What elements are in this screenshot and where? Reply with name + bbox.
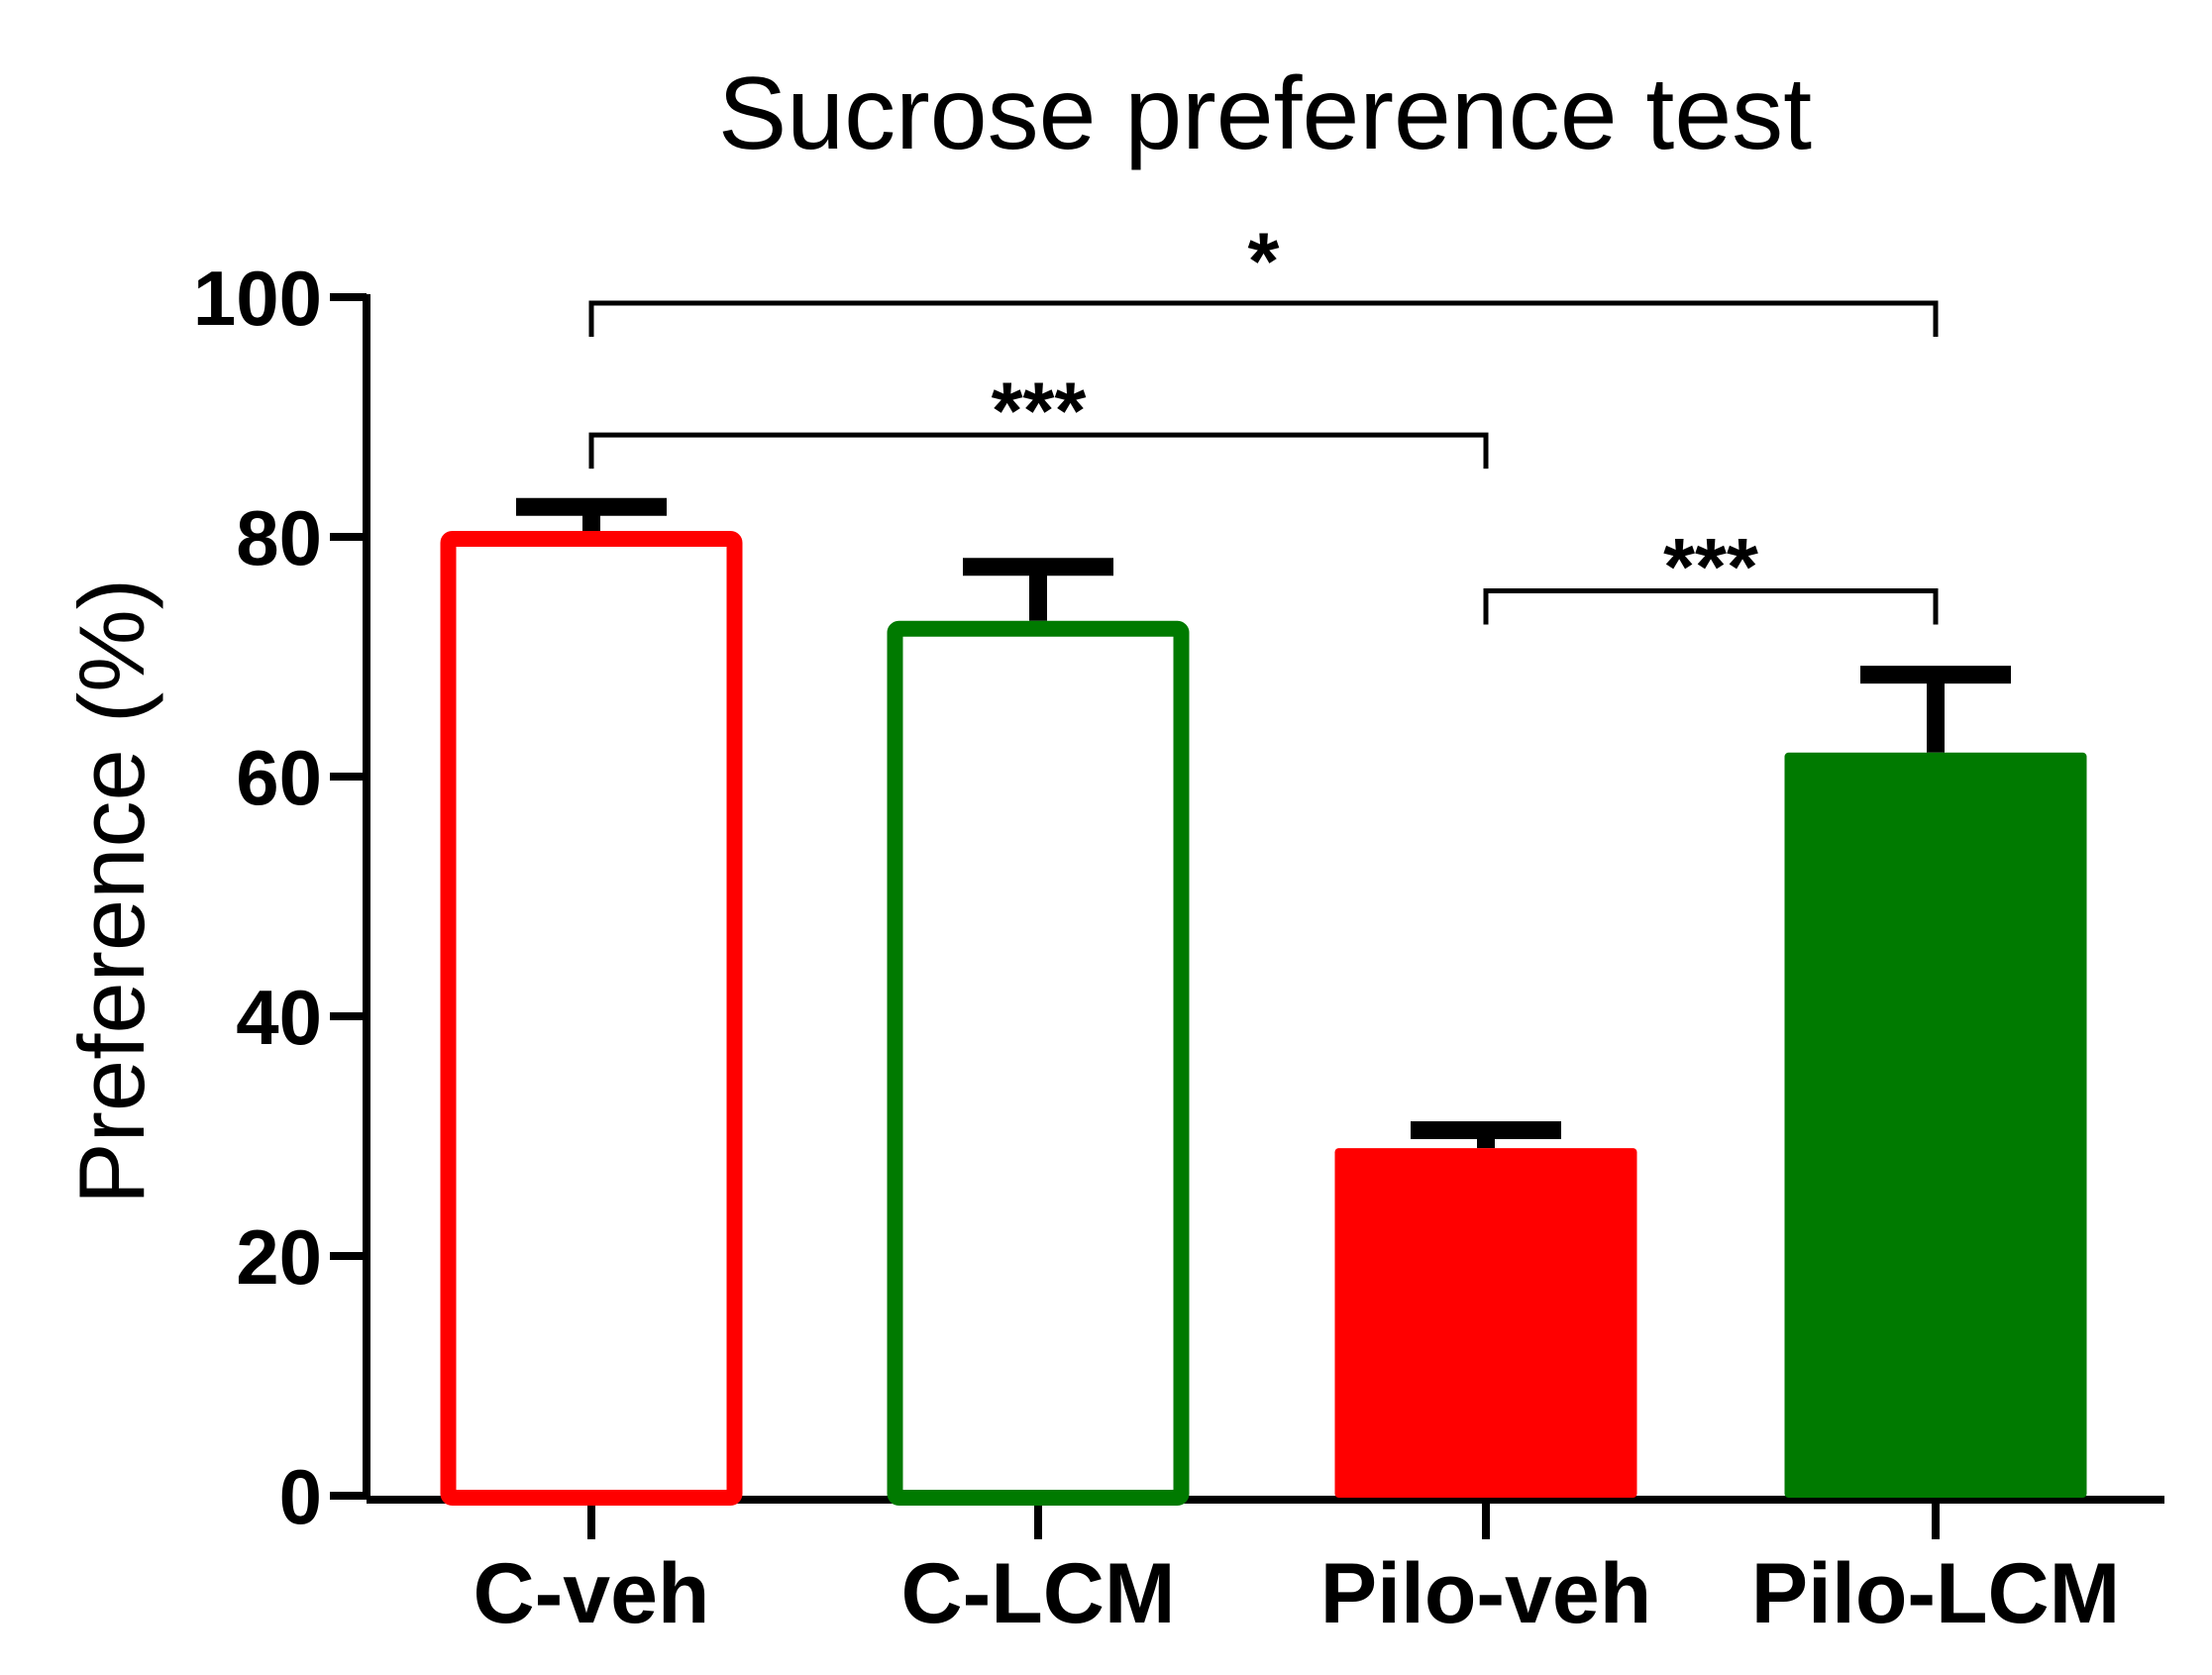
significance-bracket: [588, 432, 1489, 470]
significance-brackets: *******: [588, 217, 1939, 625]
x-tick-label: Pilo-LCM: [1751, 1546, 2121, 1641]
y-tick-label: 20: [236, 1213, 322, 1301]
significance-bracket: [1483, 587, 1939, 625]
y-tick-label: 100: [193, 255, 322, 342]
y-axis-label: Preference (%): [59, 578, 163, 1204]
chart-title: Sucrose preference test: [718, 56, 1812, 171]
x-tick-label: C-veh: [474, 1546, 710, 1641]
bar-c-lcm: [887, 620, 1190, 1506]
y-tick-label: 0: [279, 1453, 322, 1540]
x-tick-label: Pilo-veh: [1320, 1546, 1652, 1641]
bars: [440, 497, 2087, 1506]
bar-pilo-veh: [1334, 1148, 1637, 1498]
bar-c-veh: [440, 530, 743, 1506]
y-tick-label: 60: [236, 734, 322, 821]
bar-pilo-lcm: [1784, 752, 2087, 1498]
significance-label: ***: [992, 366, 1087, 457]
y-tick-label: 40: [236, 974, 322, 1061]
significance-label: ***: [1663, 522, 1758, 612]
axes: 0 20 40 60 80 100 C-veh C-LCM Pilo-veh Pilo-LCM: [193, 255, 2164, 1641]
significance-label: *: [1248, 217, 1280, 307]
significance-bracket: [588, 300, 1939, 338]
x-tick-label: C-LCM: [900, 1546, 1175, 1641]
y-tick-label: 80: [236, 494, 322, 581]
